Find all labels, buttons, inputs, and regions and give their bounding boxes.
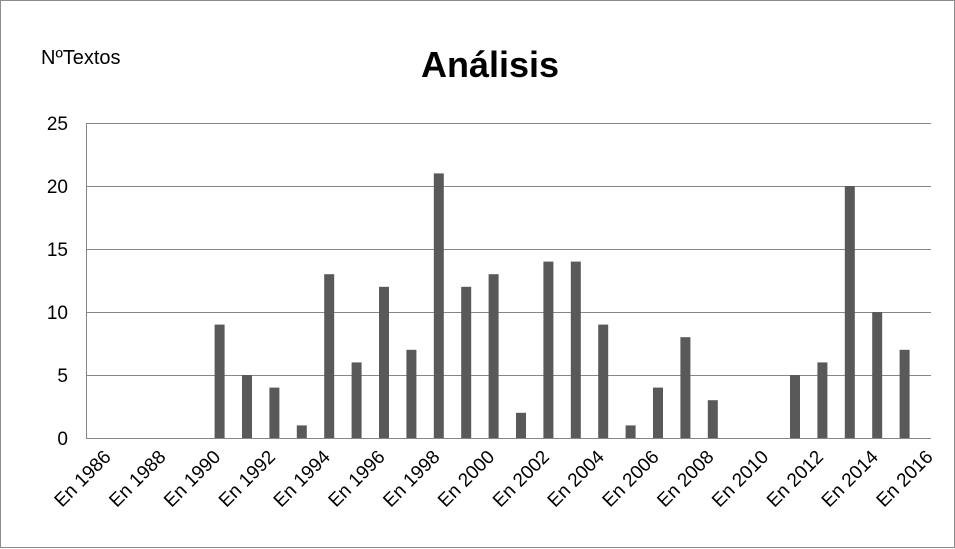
bar	[899, 349, 910, 438]
bar	[242, 375, 252, 438]
bars	[214, 173, 910, 438]
bar	[790, 375, 800, 438]
bar	[598, 324, 609, 438]
x-tick-label: En 2016	[873, 447, 938, 512]
bar	[433, 173, 444, 438]
y-tick-label: 0	[57, 429, 68, 450]
x-tick-label: En 1990	[160, 447, 225, 512]
x-tick-label: En 2010	[708, 447, 773, 512]
x-tick-label: En 2006	[599, 447, 664, 512]
x-tick-label: En 2000	[434, 447, 499, 512]
chart-title: Análisis	[421, 44, 559, 85]
bar	[461, 286, 472, 438]
y-tick-label: 20	[47, 177, 68, 198]
x-tick-label: En 1994	[270, 446, 335, 511]
y-tick-labels: 0 5 10 15 20 25	[47, 114, 68, 450]
y-tick-label: 15	[47, 240, 68, 261]
bar	[351, 362, 362, 438]
bar	[680, 337, 691, 438]
x-tick-label: En 1986	[51, 447, 116, 512]
gridlines	[86, 123, 931, 439]
x-tick-label: En 2008	[653, 447, 718, 512]
bar	[406, 349, 417, 438]
x-tick-label: En 2002	[489, 447, 554, 512]
y-tick-label: 5	[57, 366, 68, 387]
bar	[379, 286, 389, 438]
bar	[707, 400, 718, 438]
bar	[872, 312, 883, 438]
x-tick-label: En 1992	[215, 447, 280, 512]
bar	[488, 274, 499, 438]
bar	[516, 412, 526, 438]
bar	[817, 362, 828, 438]
y-axis-label: NºTextos	[41, 47, 121, 69]
bar	[543, 261, 554, 438]
x-tick-label: En 2012	[763, 447, 828, 512]
x-tick-label: En 1988	[105, 447, 170, 512]
y-tick-label: 10	[47, 303, 68, 324]
bar	[844, 186, 855, 438]
bar	[324, 274, 335, 438]
y-tick-label: 25	[47, 114, 68, 135]
x-tick-label: En 1996	[325, 447, 390, 512]
x-tick-label: En 2014	[818, 446, 883, 511]
bar	[625, 425, 636, 438]
bar	[269, 387, 280, 438]
x-tick-label: En 2004	[544, 446, 609, 511]
bar	[214, 324, 225, 438]
bar	[296, 425, 307, 438]
bar	[653, 387, 663, 438]
bar	[570, 261, 581, 438]
x-tick-label: En 1998	[379, 447, 444, 512]
